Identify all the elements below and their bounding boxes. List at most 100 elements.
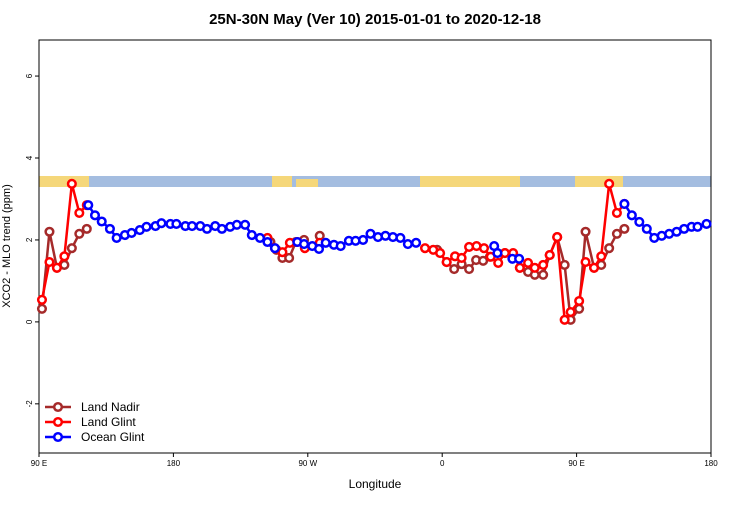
data-point: [701, 218, 712, 230]
data-point: [66, 178, 77, 189]
series-line: [40, 183, 626, 324]
data-point: [538, 269, 549, 280]
data-point: [611, 207, 622, 218]
data-point: [604, 178, 615, 189]
data-point: [81, 223, 92, 234]
data-point: [402, 238, 413, 250]
data-point: [335, 241, 346, 252]
data-point: [171, 218, 182, 230]
data-point: [395, 232, 406, 243]
data-point: [580, 226, 591, 237]
data-point: [544, 250, 555, 261]
data-point: [299, 238, 310, 250]
data-point: [559, 259, 570, 270]
data-point: [89, 210, 101, 221]
data-point: [441, 257, 452, 268]
x-tick-label: 180: [167, 459, 181, 468]
data-point: [641, 223, 652, 234]
legend-marker: [52, 401, 64, 413]
data-point: [611, 228, 622, 239]
data-point: [529, 262, 540, 273]
data-point: [596, 251, 607, 262]
data-point: [692, 221, 703, 232]
data-point: [552, 232, 563, 243]
plot-area: 90 E 180 90 W 0 90 E 180 -2 0 2 4 6 Land NadirLand …: [25, 73, 718, 468]
data-point: [66, 243, 77, 254]
data-point: [358, 234, 369, 245]
data-point: [435, 248, 446, 259]
data-point: [565, 307, 576, 318]
data-point: [589, 262, 600, 273]
data-point: [604, 243, 615, 254]
x-tick-label: 90 W: [298, 459, 317, 468]
data-point: [538, 259, 549, 270]
y-tick-label: 4: [25, 155, 34, 160]
y-tick-label: 0: [25, 319, 34, 324]
plot-frame: [38, 39, 712, 454]
data-point: [59, 251, 70, 262]
legend-marker: [52, 431, 64, 443]
data-point: [478, 243, 490, 254]
data-point: [574, 295, 585, 307]
data-point: [74, 207, 85, 218]
data-point: [559, 314, 570, 325]
data-point: [523, 257, 534, 268]
data-point: [254, 232, 266, 243]
legend-label: Land Nadir: [81, 400, 140, 414]
x-tick-label: 0: [440, 459, 445, 468]
data-point: [74, 228, 85, 239]
data-point: [246, 229, 257, 241]
data-point: [419, 243, 431, 254]
data-point: [104, 223, 115, 234]
data-point: [619, 223, 630, 234]
data-point: [231, 219, 242, 230]
data-point: [156, 218, 167, 229]
data-point: [83, 200, 94, 211]
data-point: [126, 227, 137, 239]
data-point: [269, 243, 280, 254]
data-point: [580, 257, 591, 268]
y-axis-label: XCO2 - MLO trend (ppm): [1, 184, 13, 307]
data-point: [277, 247, 288, 258]
data-point: [141, 221, 152, 232]
data-point: [514, 253, 525, 264]
y-tick-label: -2: [25, 400, 34, 408]
data-point: [320, 237, 331, 248]
legend-marker: [52, 416, 64, 428]
data-point: [619, 198, 630, 209]
x-axis-label: Longitude: [349, 477, 402, 491]
x-tick-label: 90 E: [31, 459, 47, 468]
data-point: [262, 236, 273, 248]
data-point: [240, 219, 251, 230]
x-tick-label: 90 E: [568, 459, 584, 468]
x-tick-label: 180: [704, 459, 718, 468]
data-point: [51, 262, 62, 273]
data-point: [464, 263, 475, 275]
data-point: [411, 237, 422, 248]
data-point: [313, 243, 325, 255]
data-point: [493, 257, 504, 268]
data-point: [449, 263, 460, 275]
y-tick-label: 2: [25, 237, 34, 242]
data-point: [36, 294, 48, 305]
data-point: [284, 252, 295, 264]
legend-label: Ocean Glint: [81, 430, 145, 444]
data-point: [478, 255, 489, 266]
map-strip: [39, 176, 711, 187]
data-point: [44, 257, 55, 268]
data-point: [111, 232, 122, 243]
data-point: [201, 223, 213, 234]
data-point: [456, 252, 467, 264]
data-point: [44, 226, 55, 237]
data-point: [634, 216, 645, 227]
data-point: [514, 262, 525, 273]
data-point: [36, 303, 48, 314]
data-point: [626, 210, 637, 221]
chart-title: 25N-30N May (Ver 10) 2015-01-01 to 2020-…: [209, 11, 541, 28]
legend-label: Land Glint: [81, 415, 136, 429]
data-point: [492, 248, 503, 259]
data-point: [216, 223, 227, 234]
data-point: [187, 220, 198, 232]
y-tick-label: 6: [25, 73, 34, 78]
